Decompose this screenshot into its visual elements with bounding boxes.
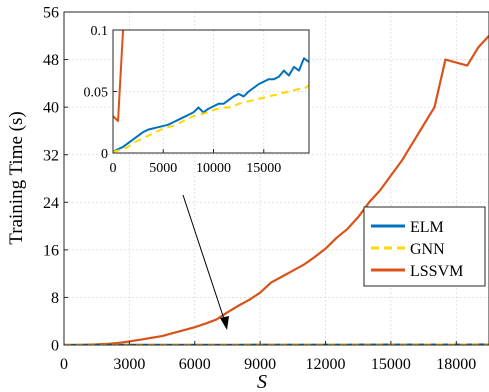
inset-x-tick-label: 10000	[196, 161, 231, 176]
main-y-tick-label: 32	[43, 147, 59, 164]
main-x-tick-label: 18000	[436, 356, 476, 373]
main-x-tick-label: 6000	[179, 356, 211, 373]
main-plot-frame	[63, 11, 489, 346]
main-x-ticks: 0 3000 6000 9000 12000 15000 18000	[60, 341, 476, 373]
inset-y-tick-label: 0.1	[91, 24, 109, 39]
inset-y-tick-label: 0	[101, 147, 108, 162]
inset-series-elm-line	[113, 57, 309, 153]
inset-x-tick-label: 0	[110, 161, 117, 176]
legend: ELM GNN LSSVM	[363, 206, 486, 287]
main-y-tick-label: 16	[43, 242, 59, 259]
main-y-tick-label: 48	[43, 52, 59, 69]
zoom-arrow-line	[182, 194, 226, 323]
main-x-tick-label: 12000	[306, 356, 346, 373]
main-y-ticks: 0 8 16 24 32 40 48 56	[43, 5, 68, 355]
main-x-tick-label: 9000	[244, 356, 276, 373]
inset-series-lssvm-line	[113, 30, 125, 123]
legend-label-gnn: GNN	[410, 241, 445, 258]
main-y-tick-label: 24	[43, 195, 59, 212]
legend-label-lssvm: LSSVM	[410, 263, 463, 280]
inset-x-tick-label: 5000	[149, 161, 177, 176]
main-y-tick-label: 0	[51, 338, 59, 355]
main-y-tick-label: 56	[43, 5, 59, 22]
inset-plot: 0 5000 10000 15000 0 0.05 0.1	[84, 24, 310, 176]
inset-y-ticks: 0 0.05 0.1	[84, 24, 117, 162]
main-x-tick-label: 0	[60, 356, 68, 373]
x-axis-label: S	[257, 371, 267, 392]
y-axis-label: Training Time (s)	[6, 111, 27, 244]
inset-grid	[113, 30, 309, 153]
zoom-arrow-head	[220, 316, 229, 330]
inset-x-tick-label: 15000	[246, 161, 281, 176]
main-series-lssvm-line	[64, 35, 489, 345]
inset-x-ticks: 0 5000 10000 15000	[110, 149, 281, 176]
inset-series	[113, 30, 309, 153]
main-y-tick-label: 8	[51, 290, 59, 307]
zoom-arrow	[182, 194, 229, 330]
main-x-tick-label: 15000	[371, 356, 411, 373]
main-x-tick-label: 3000	[113, 356, 145, 373]
inset-y-tick-label: 0.05	[84, 85, 109, 100]
legend-label-elm: ELM	[410, 219, 444, 236]
inset-series-gnn-line	[113, 84, 309, 153]
main-y-tick-label: 40	[43, 100, 59, 117]
